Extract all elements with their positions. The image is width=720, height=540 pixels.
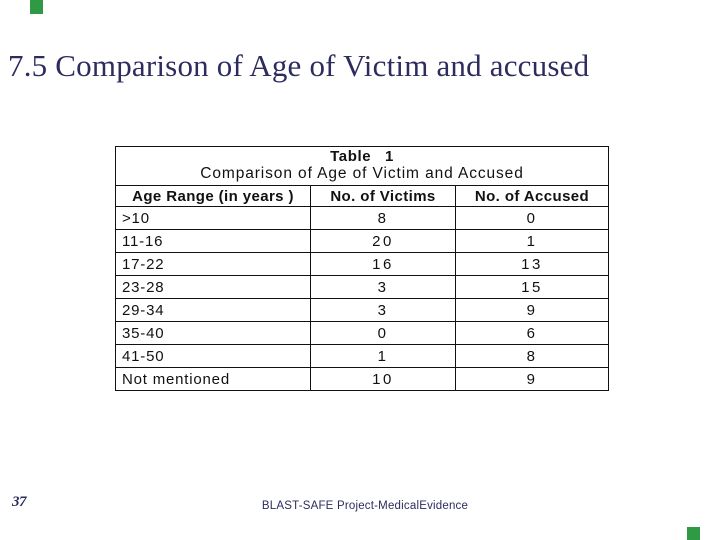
- cell-accused: 9: [454, 298, 610, 322]
- cell-victims: 16: [310, 252, 456, 276]
- table-caption-row: Table 1 Comparison of Age of Victim and …: [114, 146, 610, 186]
- cell-victims: 8: [310, 206, 456, 230]
- table-row: >10 8 0: [115, 206, 610, 230]
- table-title-label: Comparison of Age of Victim and Accused: [200, 165, 524, 182]
- cell-accused: 9: [454, 367, 610, 391]
- cell-victims: 0: [310, 321, 456, 345]
- table-row: 41-50 1 8: [115, 344, 610, 368]
- cell-age-range: 11-16: [115, 229, 311, 253]
- footer-text: BLAST-SAFE Project-MedicalEvidence: [261, 500, 469, 512]
- cell-age-range: 29-34: [115, 298, 311, 322]
- cell-victims: 3: [310, 275, 456, 299]
- cell-victims: 20: [310, 229, 456, 253]
- table-row: 35-40 0 6: [115, 321, 610, 345]
- cell-victims: 1: [310, 344, 456, 368]
- table-row: 29-34 3 9: [115, 298, 610, 322]
- cell-accused: 13: [454, 252, 610, 276]
- col-header-victims: No. of Victims: [310, 185, 456, 207]
- page-number: 37: [12, 494, 27, 510]
- col-header-accused: No. of Accused: [454, 185, 610, 207]
- table-row: 17-22 16 13: [115, 252, 610, 276]
- comparison-table: Table 1 Comparison of Age of Victim and …: [114, 146, 610, 391]
- cell-age-range: 23-28: [115, 275, 311, 299]
- cell-age-range: 41-50: [115, 344, 311, 368]
- cell-accused: 1: [454, 229, 610, 253]
- cell-age-range: Not mentioned: [115, 367, 311, 391]
- cell-age-range: >10: [115, 206, 311, 230]
- table-number-label: Table 1: [330, 148, 394, 165]
- cell-accused: 0: [454, 206, 610, 230]
- comparison-table-container: Table 1 Comparison of Age of Victim and …: [114, 146, 610, 391]
- top-left-accent-bar: [30, 0, 43, 14]
- table-row: Not mentioned 10 9: [115, 367, 610, 391]
- table-row: 23-28 3 15: [115, 275, 610, 299]
- bottom-right-accent-bar: [687, 527, 700, 540]
- col-header-age-range: Age Range (in years ): [115, 185, 311, 207]
- table-row: 11-16 20 1: [115, 229, 610, 253]
- cell-accused: 8: [454, 344, 610, 368]
- cell-victims: 3: [310, 298, 456, 322]
- table-header-row: Age Range (in years ) No. of Victims No.…: [115, 185, 610, 207]
- cell-age-range: 17-22: [115, 252, 311, 276]
- table-caption-cell: Table 1 Comparison of Age of Victim and …: [114, 146, 610, 186]
- cell-victims: 10: [310, 367, 456, 391]
- page-title: 7.5 Comparison of Age of Victim and accu…: [8, 48, 590, 83]
- cell-accused: 6: [454, 321, 610, 345]
- cell-age-range: 35-40: [115, 321, 311, 345]
- cell-accused: 15: [454, 275, 610, 299]
